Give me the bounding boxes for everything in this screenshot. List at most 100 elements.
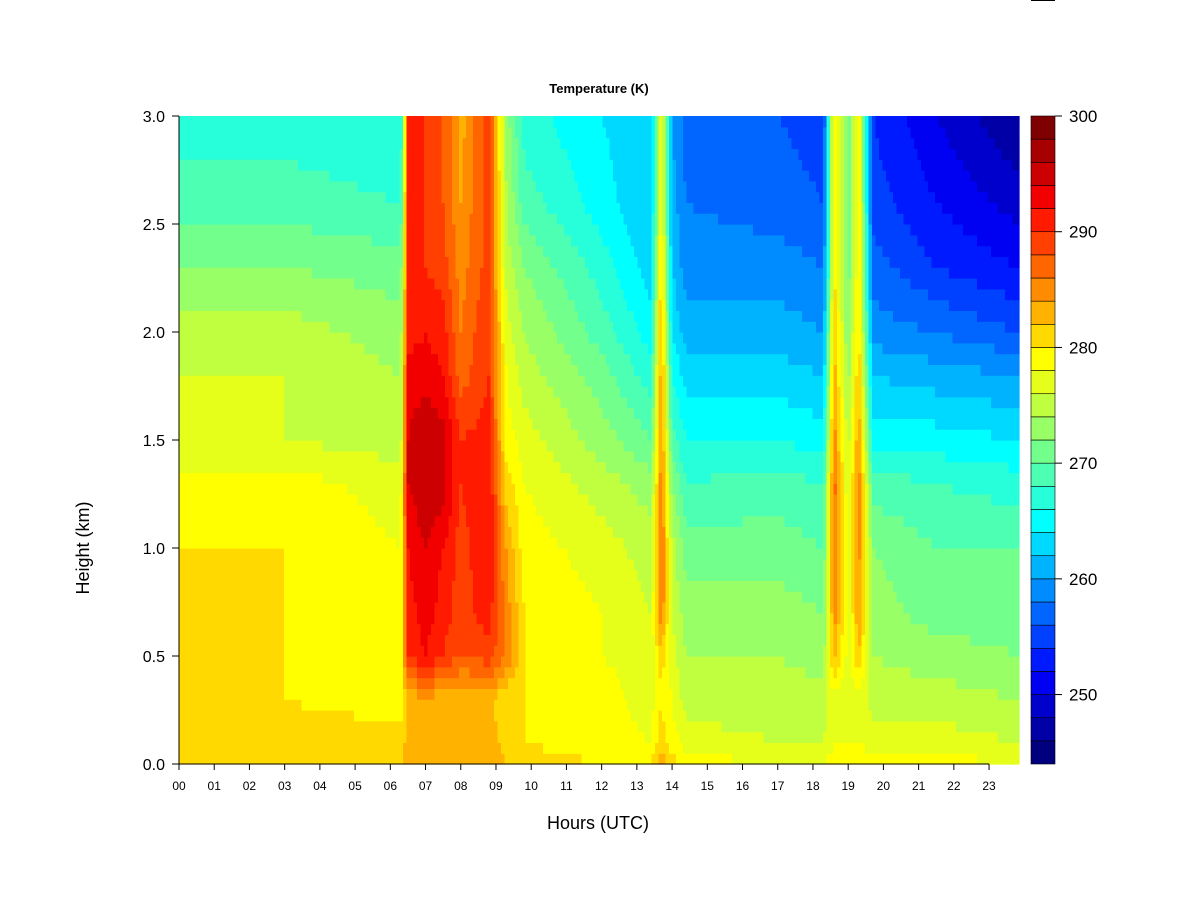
heatmap-cell: [298, 742, 303, 754]
heatmap-cell: [214, 126, 219, 139]
heatmap-cell: [228, 159, 233, 171]
heatmap-cell: [427, 396, 432, 409]
heatmap-cell: [291, 450, 296, 463]
heatmap-cell: [189, 310, 194, 322]
heatmap-cell: [392, 731, 397, 743]
heatmap-cell: [417, 299, 422, 311]
heatmap-cell: [378, 461, 383, 473]
heatmap-cell: [329, 148, 334, 160]
heatmap-cell: [319, 256, 324, 268]
heatmap-cell: [301, 548, 306, 560]
heatmap-cell: [413, 202, 418, 214]
heatmap-cell: [189, 591, 194, 603]
heatmap-cell: [277, 137, 282, 149]
heatmap-cell: [420, 677, 425, 689]
heatmap-cell: [319, 699, 324, 711]
heatmap-cell: [333, 245, 338, 257]
heatmap-cell: [350, 180, 355, 193]
heatmap-cell: [445, 342, 450, 355]
heatmap-cell: [427, 191, 432, 203]
heatmap-cell: [193, 278, 198, 290]
heatmap-cell: [459, 656, 464, 668]
heatmap-cell: [200, 299, 205, 311]
heatmap-cell: [434, 569, 439, 581]
heatmap-cell: [263, 353, 268, 365]
heatmap-cell: [238, 645, 243, 657]
heatmap-cell: [249, 386, 254, 398]
heatmap-cell: [256, 191, 261, 203]
heatmap-cell: [298, 288, 303, 301]
heatmap-cell: [361, 126, 366, 139]
heatmap-cell: [364, 126, 369, 139]
heatmap-cell: [333, 170, 338, 182]
heatmap-cell: [308, 418, 313, 430]
heatmap-cell: [354, 332, 359, 344]
heatmap-cell: [350, 159, 355, 171]
heatmap-cell: [469, 699, 474, 711]
heatmap-cell: [207, 332, 212, 344]
heatmap-cell: [217, 634, 222, 646]
heatmap-cell: [287, 332, 292, 344]
heatmap-cell: [203, 234, 208, 247]
heatmap-cell: [340, 688, 345, 700]
heatmap-cell: [368, 612, 373, 625]
heatmap-cell: [361, 461, 366, 473]
heatmap-cell: [315, 407, 320, 419]
heatmap-cell: [273, 461, 278, 473]
heatmap-cell: [427, 537, 432, 549]
heatmap-cell: [347, 580, 352, 592]
heatmap-cell: [455, 656, 460, 668]
heatmap-cell: [403, 386, 408, 398]
heatmap-cell: [347, 267, 352, 279]
heatmap-cell: [364, 170, 369, 182]
heatmap-cell: [392, 666, 397, 679]
heatmap-cell: [235, 180, 240, 193]
heatmap-cell: [224, 213, 229, 225]
heatmap-cell: [441, 396, 446, 409]
heatmap-cell: [207, 170, 212, 182]
heatmap-cell: [396, 267, 401, 279]
heatmap-cell: [420, 234, 425, 247]
heatmap-cell: [455, 612, 460, 625]
heatmap-cell: [382, 450, 387, 463]
heatmap-cell: [329, 310, 334, 322]
heatmap-cell: [357, 699, 362, 711]
heatmap-cell: [294, 202, 299, 214]
heatmap-cell: [235, 234, 240, 247]
heatmap-cell: [403, 602, 408, 614]
heatmap-cell: [354, 634, 359, 646]
heatmap-cell: [445, 278, 450, 290]
heatmap-cell: [196, 710, 201, 722]
heatmap-cell: [424, 483, 429, 495]
heatmap-cell: [228, 537, 233, 549]
heatmap-cell: [431, 418, 436, 430]
heatmap-cell: [417, 548, 422, 560]
heatmap-cell: [228, 234, 233, 247]
heatmap-cell: [336, 353, 341, 365]
heatmap-cell: [203, 591, 208, 603]
heatmap-cell: [368, 450, 373, 463]
heatmap-cell: [263, 677, 268, 689]
heatmap-cell: [242, 202, 247, 214]
heatmap-cell: [294, 753, 299, 765]
heatmap-cell: [333, 202, 338, 214]
heatmap-cell: [333, 602, 338, 614]
heatmap-cell: [312, 245, 317, 257]
heatmap-cell: [350, 256, 355, 268]
heatmap-cell: [462, 753, 467, 765]
heatmap-cell: [263, 515, 268, 527]
heatmap-cell: [186, 450, 191, 463]
heatmap-cell: [301, 656, 306, 668]
heatmap-cell: [308, 126, 313, 139]
heatmap-cell: [371, 278, 376, 290]
heatmap-cell: [193, 461, 198, 473]
heatmap-cell: [392, 440, 397, 452]
heatmap-cell: [319, 753, 324, 765]
heatmap-cell: [308, 224, 313, 236]
heatmap-cell: [252, 299, 257, 311]
heatmap-cell: [186, 353, 191, 365]
heatmap-cell: [186, 634, 191, 646]
heatmap-cell: [364, 720, 369, 733]
heatmap-cell: [466, 569, 471, 581]
